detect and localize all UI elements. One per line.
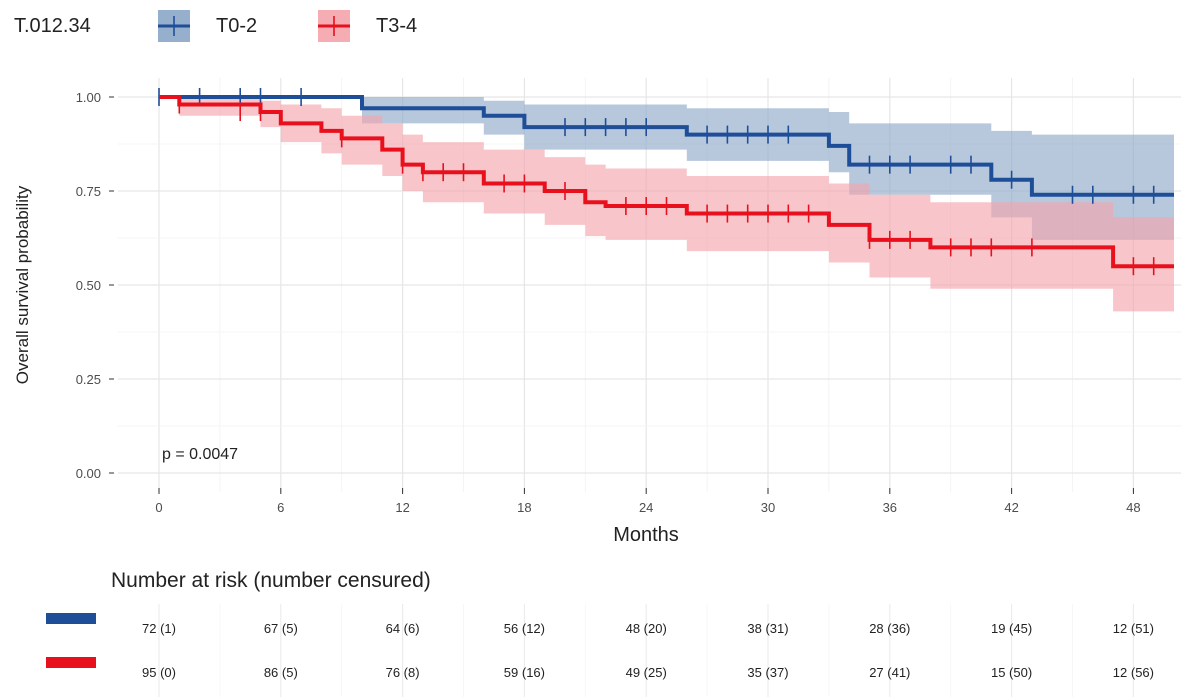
x-tick-label: 36 <box>883 500 897 515</box>
x-tick-label: 6 <box>277 500 284 515</box>
risk-cell: 35 (37) <box>747 665 788 680</box>
risk-cell: 27 (41) <box>869 665 910 680</box>
survival-curve-t0-2 <box>159 95 1174 197</box>
risk-cell: 15 (50) <box>991 665 1032 680</box>
y-tick-label: 0.00 <box>76 466 101 481</box>
y-tick-label: 0.75 <box>76 184 101 199</box>
risk-cell: 12 (51) <box>1113 621 1154 636</box>
survival-curve-t3-4 <box>159 95 1174 269</box>
x-tick-label: 0 <box>155 500 162 515</box>
ci-band-t0-2 <box>159 97 1174 240</box>
risk-cell: 95 (0) <box>142 665 176 680</box>
y-tick-label: 0.25 <box>76 372 101 387</box>
y-axis-label: Overall survival probability <box>13 185 32 384</box>
risk-table: 72 (1) 67 (5) 64 (6) 56 (12) 48 (20) 38 (31) 2… <box>46 604 1154 697</box>
risk-cell: 86 (5) <box>264 665 298 680</box>
y-tick-label: 1.00 <box>76 90 101 105</box>
risk-cell: 49 (25) <box>626 665 667 680</box>
risk-cell: 64 (6) <box>386 621 420 636</box>
p-value-annotation: p = 0.0047 <box>162 446 238 463</box>
risk-row-key-t0-2 <box>46 613 96 624</box>
x-tick-label: 48 <box>1126 500 1140 515</box>
risk-row-key-t3-4 <box>46 657 96 668</box>
x-tick-label: 30 <box>761 500 775 515</box>
risk-cell: 12 (56) <box>1113 665 1154 680</box>
risk-cell: 38 (31) <box>747 621 788 636</box>
x-axis-label: Months <box>613 524 679 546</box>
legend-label-t3-4: T3-4 <box>376 15 417 37</box>
y-tick-label: 0.50 <box>76 278 101 293</box>
risk-cell: 59 (16) <box>504 665 545 680</box>
risk-cell: 19 (45) <box>991 621 1032 636</box>
risk-cell: 48 (20) <box>626 621 667 636</box>
x-tick-label: 24 <box>639 500 653 515</box>
plot-panel: 0.00 0.25 0.50 0.75 1.00 0 6 12 18 24 30 36 42 48 p = … <box>76 78 1181 515</box>
risk-cell: 76 (8) <box>386 665 420 680</box>
legend-label-t0-2: T0-2 <box>216 15 257 37</box>
x-tick-label: 12 <box>395 500 409 515</box>
risk-cell: 72 (1) <box>142 621 176 636</box>
legend-title: T.012.34 <box>14 15 91 37</box>
risk-table-title: Number at risk (number censured) <box>111 569 431 592</box>
risk-cell: 28 (36) <box>869 621 910 636</box>
risk-cell: 56 (12) <box>504 621 545 636</box>
risk-cell: 67 (5) <box>264 621 298 636</box>
x-tick-label: 42 <box>1004 500 1018 515</box>
legend: T.012.34 T0-2 T3-4 <box>14 10 417 42</box>
x-tick-label: 18 <box>517 500 531 515</box>
